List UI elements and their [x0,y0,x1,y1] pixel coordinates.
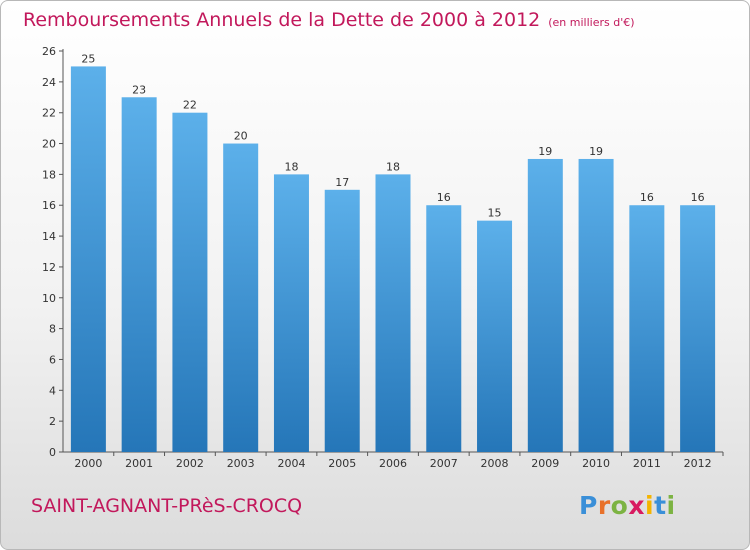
y-tick-label: 18 [42,168,56,181]
x-tick-label-2002: 2002 [176,457,204,470]
bar-2004 [273,174,309,452]
value-label-2000: 25 [81,52,95,65]
x-tick-label-2001: 2001 [125,457,153,470]
x-tick-label-2005: 2005 [328,457,356,470]
logo-letter: r [597,491,611,520]
bar-2010 [578,158,614,452]
bar-2006 [375,174,411,452]
value-label-2001: 23 [132,83,146,96]
logo-letter: o [610,491,629,520]
logo-letter: i [666,491,676,520]
value-label-2002: 22 [183,99,197,112]
logo-letter: P [579,491,598,520]
y-tick-label: 2 [49,415,56,428]
y-tick-label: 26 [42,45,56,58]
bar-2011 [629,205,665,452]
bar-2001 [121,97,157,453]
value-label-2008: 15 [488,207,502,220]
x-tick-label-2011: 2011 [633,457,661,470]
x-tick-label-2004: 2004 [277,457,305,470]
value-label-2012: 16 [691,191,705,204]
y-tick-label: 10 [42,292,56,305]
x-tick-label-2006: 2006 [379,457,407,470]
x-tick-label-2010: 2010 [582,457,610,470]
bar-2008 [477,220,513,452]
x-tick-label-2007: 2007 [430,457,458,470]
y-tick-label: 14 [42,230,56,243]
labels: 25 2000 23 2001 22 2002 20 2003 18 2004 17 2005 18 20… [74,52,711,470]
logo-letter: i [645,491,655,520]
bar-2009 [527,158,563,452]
x-tick-label-2009: 2009 [531,457,559,470]
bar-2002 [172,112,208,452]
y-tick-label: 6 [49,353,56,366]
bar-2003 [223,143,259,453]
value-label-2006: 18 [386,160,400,173]
y-tick-label: 16 [42,199,56,212]
value-label-2011: 16 [640,191,654,204]
y-tick-label: 12 [42,261,56,274]
value-label-2009: 19 [538,145,552,158]
commune-name: SAINT-AGNANT-PRèS-CROCQ [31,495,303,517]
x-tick-label-2003: 2003 [227,457,255,470]
x-tick-label-2000: 2000 [74,457,102,470]
value-label-2010: 19 [589,145,603,158]
bar-2000 [70,66,106,452]
bar-2007 [426,205,462,452]
logo-letter: x [628,491,645,520]
bar-2012 [680,205,716,452]
value-label-2003: 20 [234,130,248,143]
chart-title: Remboursements Annuels de la Dette de 20… [23,9,635,31]
x-tick-label-2008: 2008 [481,457,509,470]
x-tick-label-2012: 2012 [684,457,712,470]
y-tick-label: 24 [42,76,56,89]
y-tick-label: 8 [49,323,56,336]
proxiti-logo: Proxiti [579,491,676,520]
y-tick-label: 20 [42,138,56,151]
bar-2005 [324,189,360,453]
logo-letter: t [654,491,667,520]
y-tick-label: 4 [49,384,56,397]
y-tick-label: 22 [42,107,56,120]
value-label-2004: 18 [284,160,298,173]
value-label-2005: 17 [335,176,349,189]
y-tick-label: 0 [49,446,56,459]
unit-note: (en milliers d'€) [548,16,635,29]
bars [70,66,716,453]
title-text: Remboursements Annuels de la Dette de 20… [23,9,541,31]
value-label-2007: 16 [437,191,451,204]
